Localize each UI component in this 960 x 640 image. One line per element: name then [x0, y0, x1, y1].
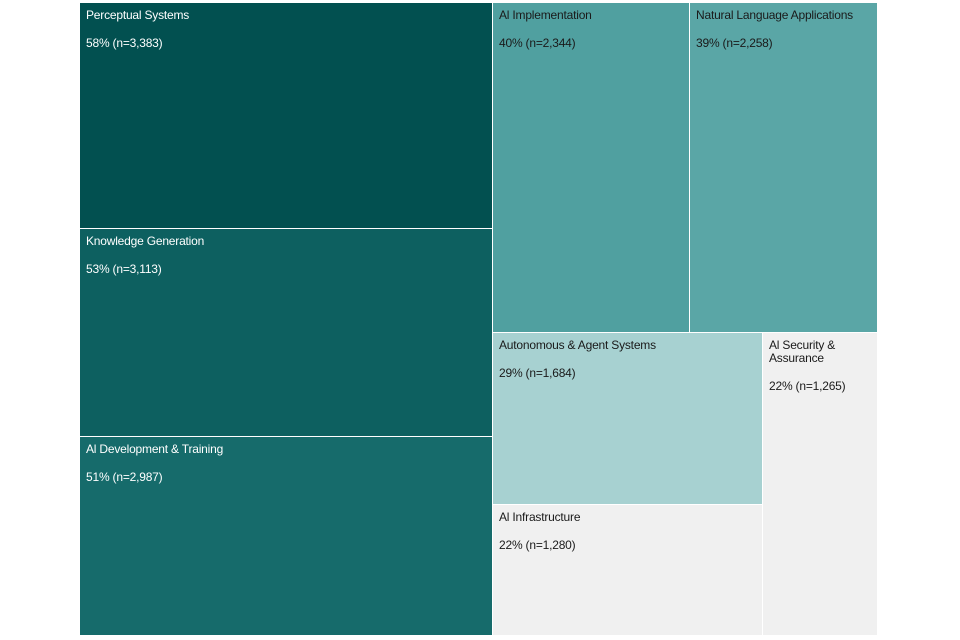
tile-label: Al Implementation [499, 8, 592, 22]
treemap-tile-ai-development-and-training: Al Development & Training 51% (n=2,987) [79, 436, 493, 636]
treemap-tile-natural-language-applications: Natural Language Applications 39% (n=2,25… [689, 2, 878, 333]
treemap-tile-autonomous-and-agent-systems: Autonomous & Agent Systems 29% (n=1,684) [492, 332, 763, 505]
tile-value-label: 51% (n=2,987) [86, 470, 163, 484]
treemap-tile-ai-implementation: Al Implementation 40% (n=2,344) [492, 2, 690, 333]
tile-value-label: 53% (n=3,113) [86, 262, 162, 276]
tile-label: Al Infrastructure [499, 510, 581, 524]
tile-value-label: 39% (n=2,258) [696, 36, 773, 50]
tile-value-label: 22% (n=1,280) [499, 538, 576, 552]
tile-label: Al Development & Training [86, 442, 224, 456]
treemap-tile-perceptual-systems: Perceptual Systems 58% (n=3,383) [79, 2, 493, 229]
treemap-tile-knowledge-generation: Knowledge Generation 53% (n=3,113) [79, 228, 493, 437]
tile-value-label: 29% (n=1,684) [499, 366, 576, 380]
treemap-tile-ai-security-and-assurance: Al Security & Assurance 22% (n=1,265) [762, 332, 878, 636]
tile-value-label: 40% (n=2,344) [499, 36, 576, 50]
tile-label: Autonomous & Agent Systems [499, 338, 656, 352]
tile-label: Perceptual Systems [86, 8, 190, 22]
tile-value-label: 58% (n=3,383) [86, 36, 163, 50]
tile-value-label: 22% (n=1,265) [769, 379, 846, 393]
treemap-tile-ai-infrastructure: Al Infrastructure 22% (n=1,280) [492, 504, 763, 636]
tile-label: Al Security & Assurance [769, 338, 836, 365]
tile-label: Natural Language Applications [696, 8, 853, 22]
tile-label: Knowledge Generation [86, 234, 205, 248]
